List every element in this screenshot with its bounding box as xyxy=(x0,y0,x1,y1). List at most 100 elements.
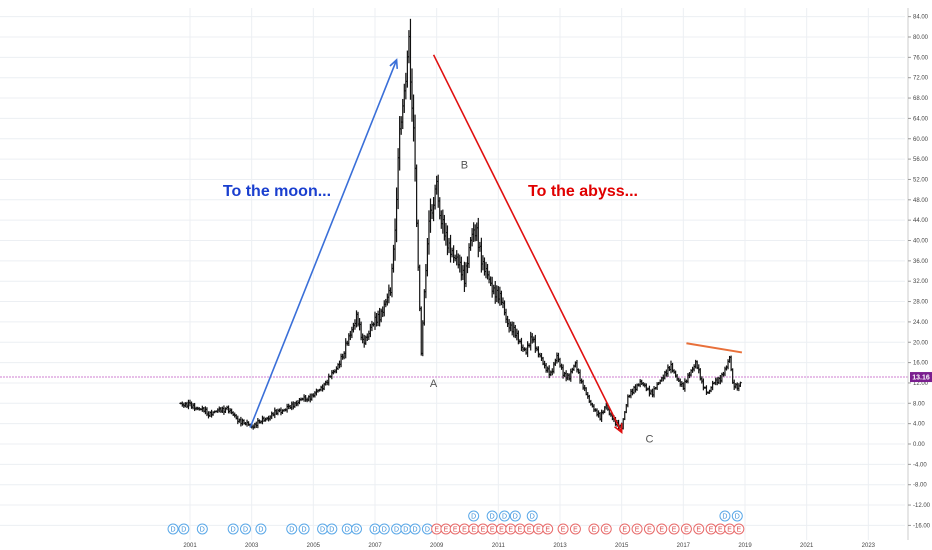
event-marker-bottom-30[interactable]: E xyxy=(542,523,554,535)
event-marker-bottom-41[interactable]: E xyxy=(693,523,705,535)
svg-text:D: D xyxy=(403,527,408,534)
event-marker-bottom-20[interactable]: E xyxy=(449,523,461,535)
price-badge-text: 13.16 xyxy=(912,375,930,382)
event-marker-bottom-21[interactable]: E xyxy=(458,523,470,535)
trend-lines xyxy=(249,54,743,434)
event-marker-bottom-15[interactable]: D xyxy=(400,523,412,535)
event-marker-bottom-12[interactable]: D xyxy=(369,523,381,535)
svg-text:D: D xyxy=(471,514,476,521)
x-tick-label-8: 2017 xyxy=(677,543,691,549)
event-marker-bottom-32[interactable]: E xyxy=(569,523,581,535)
y-tick-label-11: 40.00 xyxy=(913,239,929,245)
event-marker-bottom-43[interactable]: E xyxy=(714,523,726,535)
svg-text:E: E xyxy=(481,527,486,534)
y-tick-label-19: 8.00 xyxy=(913,401,925,407)
y-tick-label-7: 56.00 xyxy=(913,157,929,163)
event-marker-bottom-25[interactable]: E xyxy=(495,523,507,535)
svg-text:E: E xyxy=(659,527,664,534)
y-tick-label-18: 12.00 xyxy=(913,381,929,387)
event-marker-bottom-27[interactable]: E xyxy=(514,523,526,535)
x-tick-label-11: 2023 xyxy=(862,543,876,549)
event-marker-bottom-23[interactable]: E xyxy=(477,523,489,535)
event-marker-bottom-13[interactable]: D xyxy=(378,523,390,535)
svg-text:E: E xyxy=(709,527,714,534)
event-marker-top-1[interactable]: D xyxy=(486,510,498,522)
svg-text:E: E xyxy=(718,527,723,534)
event-marker-bottom-10[interactable]: D xyxy=(341,523,353,535)
svg-text:E: E xyxy=(453,527,458,534)
svg-text:D: D xyxy=(258,527,263,534)
y-tick-label-3: 72.00 xyxy=(913,76,929,82)
event-marker-top-3[interactable]: D xyxy=(509,510,521,522)
event-marker-bottom-40[interactable]: E xyxy=(680,523,692,535)
event-marker-top-0[interactable]: D xyxy=(468,510,480,522)
svg-text:E: E xyxy=(508,527,513,534)
svg-text:D: D xyxy=(513,514,518,521)
wave-label-B: B xyxy=(461,159,468,171)
arrow-head-abyss xyxy=(614,423,623,434)
y-tick-label-12: 36.00 xyxy=(913,259,929,265)
event-marker-bottom-26[interactable]: E xyxy=(505,523,517,535)
event-marker-bottom-7[interactable]: D xyxy=(298,523,310,535)
event-marker-bottom-29[interactable]: E xyxy=(532,523,544,535)
svg-text:D: D xyxy=(181,527,186,534)
event-marker-bottom-35[interactable]: E xyxy=(619,523,631,535)
svg-text:E: E xyxy=(536,527,541,534)
event-marker-top-2[interactable]: D xyxy=(499,510,510,522)
svg-text:D: D xyxy=(394,527,399,534)
y-tick-label-9: 48.00 xyxy=(913,198,929,204)
event-marker-bottom-1[interactable]: D xyxy=(178,523,190,535)
svg-text:E: E xyxy=(545,527,550,534)
y-tick-label-0: 84.00 xyxy=(913,15,929,21)
event-marker-bottom-11[interactable]: D xyxy=(351,523,362,535)
svg-text:E: E xyxy=(736,527,741,534)
event-marker-bottom-8[interactable]: D xyxy=(317,523,329,535)
y-tick-label-10: 44.00 xyxy=(913,218,929,224)
event-marker-bottom-19[interactable]: E xyxy=(440,523,452,535)
event-marker-bottom-31[interactable]: E xyxy=(557,523,569,535)
y-tick-label-24: -12.00 xyxy=(913,503,931,509)
svg-text:E: E xyxy=(727,527,732,534)
event-marker-bottom-2[interactable]: D xyxy=(196,523,208,535)
event-marker-bottom-24[interactable]: E xyxy=(486,523,498,535)
event-marker-bottom-3[interactable]: D xyxy=(227,523,239,535)
event-marker-bottom-36[interactable]: E xyxy=(631,523,643,535)
event-marker-bottom-4[interactable]: D xyxy=(240,523,251,535)
event-marker-top-6[interactable]: D xyxy=(731,510,743,522)
event-markers[interactable]: D D D D D D DD D D D D D D D D D D D D D D D D D E E E E E E E E E E E E E E E… xyxy=(167,510,745,535)
event-marker-bottom-22[interactable]: E xyxy=(468,523,480,535)
svg-text:E: E xyxy=(518,527,523,534)
event-marker-bottom-45[interactable]: E xyxy=(733,523,745,535)
event-marker-bottom-34[interactable]: E xyxy=(600,523,612,535)
event-marker-bottom-37[interactable]: E xyxy=(643,523,655,535)
event-marker-bottom-39[interactable]: E xyxy=(668,523,680,535)
event-marker-bottom-0[interactable]: D xyxy=(167,523,179,535)
x-tick-label-5: 2011 xyxy=(492,543,506,549)
event-marker-bottom-9[interactable]: D xyxy=(326,523,338,535)
svg-text:E: E xyxy=(647,527,652,534)
annotation-1: To the abyss... xyxy=(528,183,638,200)
event-marker-bottom-33[interactable]: E xyxy=(588,523,600,535)
event-marker-bottom-14[interactable]: D xyxy=(391,523,403,535)
event-marker-bottom-5[interactable]: D xyxy=(255,523,267,535)
event-marker-bottom-44[interactable]: E xyxy=(724,523,736,535)
x-tick-label-0: 2001 xyxy=(183,543,197,549)
svg-text:E: E xyxy=(527,527,532,534)
event-marker-bottom-17[interactable]: D xyxy=(421,523,433,535)
svg-text:D: D xyxy=(329,527,334,534)
svg-text:D: D xyxy=(735,514,740,521)
event-marker-bottom-28[interactable]: E xyxy=(523,523,535,535)
event-marker-bottom-18[interactable]: E xyxy=(431,523,443,535)
y-tick-label-2: 76.00 xyxy=(913,55,929,61)
event-marker-bottom-42[interactable]: E xyxy=(705,523,717,535)
event-marker-top-5[interactable]: D xyxy=(719,510,731,522)
x-tick-label-1: 2003 xyxy=(245,543,259,549)
y-tick-label-20: 4.00 xyxy=(913,422,925,428)
event-marker-bottom-38[interactable]: E xyxy=(656,523,668,535)
event-marker-bottom-6[interactable]: D xyxy=(286,523,298,535)
event-marker-top-4[interactable]: D xyxy=(526,510,538,522)
y-tick-label-22: -4.00 xyxy=(913,462,927,468)
svg-text:D: D xyxy=(231,527,236,534)
event-marker-bottom-16[interactable]: D xyxy=(409,523,421,535)
